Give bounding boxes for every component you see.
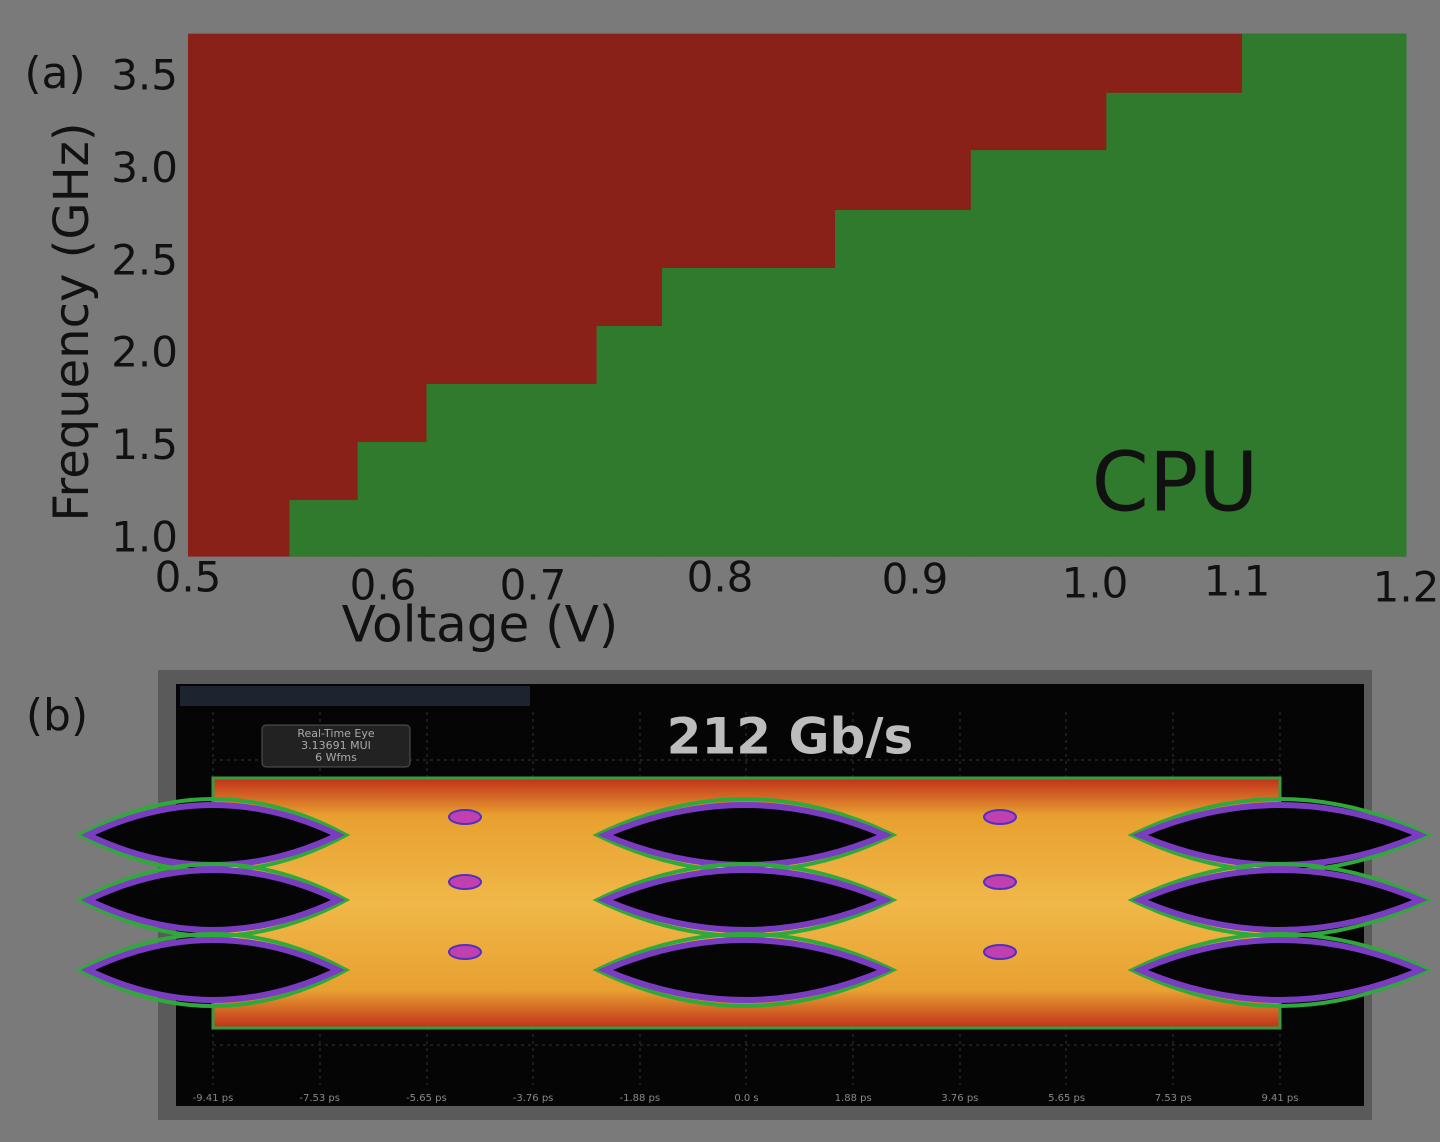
crossing-dot — [448, 944, 482, 960]
eye-outline — [75, 797, 351, 873]
x-tick-label: 0.7 — [500, 561, 567, 610]
eye-outline — [1127, 862, 1433, 938]
info-text: 3.13691 MUI — [301, 739, 371, 752]
time-label: -7.53 ps — [299, 1093, 340, 1104]
info-box — [261, 724, 411, 768]
x-tick-label: 1.0 — [1062, 559, 1129, 608]
eye-opening — [597, 937, 893, 1003]
crossing-dot — [448, 874, 482, 890]
eye-opening — [1132, 867, 1428, 933]
y-tick-label: 3.5 — [111, 51, 178, 100]
eye-outline — [592, 797, 898, 873]
pass-region — [357, 442, 427, 557]
crossing-dot — [448, 809, 482, 825]
time-label: 3.76 ps — [941, 1093, 978, 1104]
eye-opening — [81, 937, 345, 1003]
time-label: -3.76 ps — [513, 1093, 554, 1104]
eye-opening — [1132, 802, 1428, 868]
eye-outline — [75, 932, 351, 1008]
info-text: Real-Time Eye — [297, 727, 375, 740]
eye-outline — [1127, 797, 1433, 873]
x-axis-label: Voltage (V) — [342, 596, 619, 654]
eye-opening — [597, 867, 893, 933]
y-tick-label: 2.0 — [111, 328, 178, 377]
crossing-dot — [983, 809, 1017, 825]
x-tick-label: 0.6 — [350, 561, 417, 610]
pass-region — [596, 326, 663, 557]
time-label: 1.88 ps — [835, 1093, 872, 1104]
time-label: -9.41 ps — [193, 1093, 234, 1104]
panel-label: (b) — [26, 690, 88, 741]
y-tick-label: 3.0 — [111, 143, 178, 192]
pass-region — [1242, 33, 1407, 557]
toolbar — [180, 686, 530, 706]
time-label: -5.65 ps — [406, 1093, 447, 1104]
pass-region — [662, 267, 836, 557]
x-tick-label: 0.9 — [882, 555, 949, 604]
eye-opening — [81, 867, 345, 933]
eye-outline — [592, 862, 898, 938]
y-tick-label: 2.5 — [111, 235, 178, 284]
eye-opening — [597, 802, 893, 868]
eye-outline — [75, 862, 351, 938]
time-label: 9.41 ps — [1261, 1093, 1298, 1104]
eye-opening — [1132, 937, 1428, 1003]
pass-region — [1106, 92, 1243, 557]
eye-outline — [592, 932, 898, 1008]
time-label: 5.65 ps — [1048, 1093, 1085, 1104]
eye-outline — [1127, 932, 1433, 1008]
x-tick-label: 0.8 — [687, 553, 754, 602]
info-text: 6 Wfms — [315, 751, 357, 764]
time-label: 0.0 s — [734, 1093, 758, 1104]
eye-diagram: Real-Time Eye 3.13691 MUI 6 Wfms 212 Gb/… — [75, 670, 1433, 1120]
time-label: -1.88 ps — [619, 1093, 660, 1104]
panel-label: (a) — [24, 48, 85, 99]
eye-openings — [75, 797, 1433, 1008]
x-tick-label: 1.2 — [1373, 563, 1440, 612]
pass-region — [426, 384, 598, 557]
x-tick-label: 0.5 — [155, 553, 222, 602]
y-tick-label: 1.0 — [111, 512, 178, 561]
y-tick-label: 1.5 — [111, 420, 178, 469]
y-axis-label: Frequency (GHz) — [44, 122, 100, 521]
pass-region — [970, 150, 1107, 557]
crossing-dot — [983, 944, 1017, 960]
pass-region — [835, 209, 972, 557]
annotation: CPU — [1092, 435, 1259, 530]
crossing-dot — [983, 874, 1017, 890]
pass-region — [289, 500, 359, 557]
x-tick-label: 1.1 — [1204, 557, 1271, 606]
time-label: 7.53 ps — [1155, 1093, 1192, 1104]
eye-opening — [81, 802, 345, 868]
eye-title: 212 Gb/s — [667, 708, 914, 766]
